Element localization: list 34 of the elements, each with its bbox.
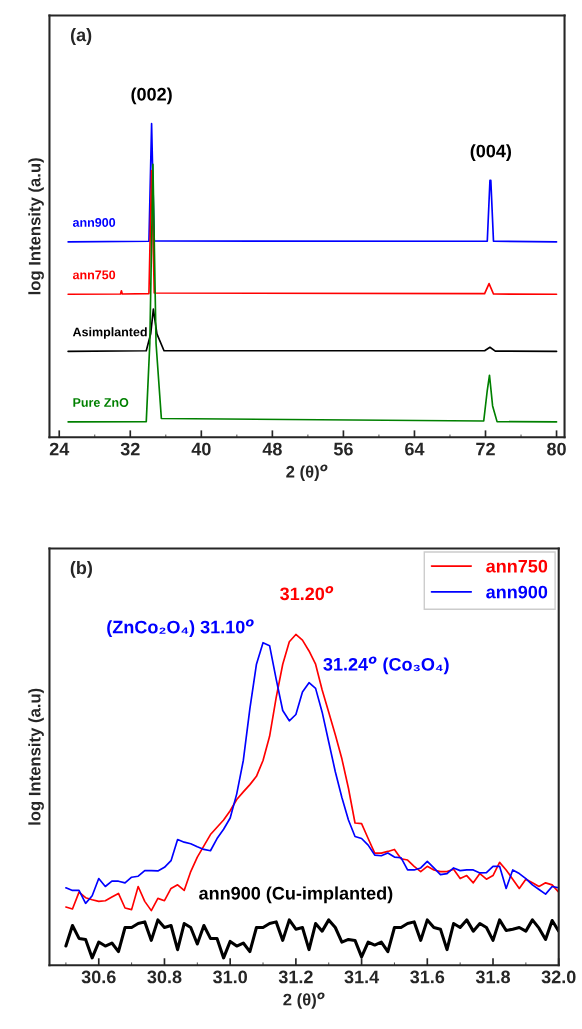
annotation: (ZnCo₂O₄) 31.10$^{o}$ (107, 619, 254, 638)
annotation: 31.24$^{o}$ (Co₃O₄) (323, 656, 449, 675)
text: (a) (70, 28, 92, 45)
x-tick-label: 64 (405, 442, 425, 456)
legend-label: ann750 (486, 559, 548, 573)
x-tick-label: 31.4 (344, 970, 380, 984)
annotation: (002) (131, 87, 172, 105)
x-tick-label: 31.2 (278, 970, 313, 984)
annotation: ann900 (Cu-implanted) (199, 886, 393, 904)
series-label: Pure ZnO (73, 398, 129, 407)
legend-label: ann900 (486, 585, 548, 599)
y-axis-title: log Intensity (a.u) (28, 688, 44, 825)
y-axis-title: log Intensity (a.u) (28, 158, 44, 295)
series-label: ann900 (72, 218, 116, 227)
x-tick-label: 31.6 (410, 970, 445, 984)
x-axis-title: 2 (θ)$^{o}$ (286, 464, 328, 481)
x-axis-title: 2 (θ)$^{o}$ (283, 992, 325, 1009)
x-tick-label: 31.0 (213, 970, 247, 984)
annotation: 31.20$^{o}$ (280, 586, 334, 601)
series-label: ann750 (72, 270, 116, 280)
annotation: (004) (470, 144, 512, 161)
x-tick-label: 80 (547, 442, 566, 456)
x-tick-label: 31.8 (475, 970, 511, 984)
x-tick-label: 32.0 (541, 970, 576, 984)
x-tick-label: 24 (49, 442, 70, 456)
text: (b) (70, 560, 92, 578)
x-tick-label: 72 (476, 442, 495, 456)
x-tick-label: 40 (191, 442, 211, 456)
x-tick-label: 56 (333, 442, 353, 456)
series-label: Asimplanted (72, 327, 147, 339)
x-tick-label: 32 (120, 442, 140, 456)
x-tick-label: 48 (262, 442, 282, 456)
x-tick-label: 30.6 (81, 970, 116, 984)
x-tick-label: 30.8 (147, 970, 182, 984)
